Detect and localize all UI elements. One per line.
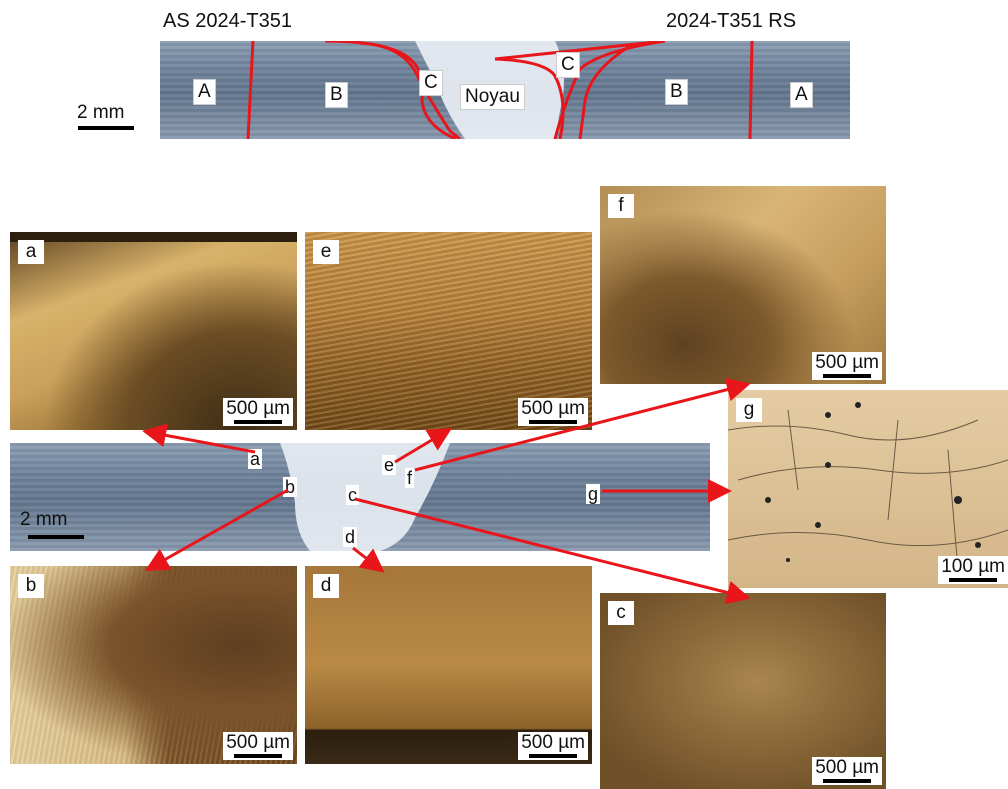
panel-label-f: f <box>608 194 634 218</box>
panel-label-b: b <box>18 574 44 598</box>
zone-label-b-left: B <box>325 82 348 108</box>
micrograph-panel-e: e 500 µm <box>305 232 592 430</box>
top-scale-bar <box>78 126 134 130</box>
point-label-g: g <box>586 484 601 504</box>
micrograph-panel-a: a 500 µm <box>10 232 297 430</box>
point-label-d: d <box>343 527 358 547</box>
panel-label-c: c <box>608 601 634 625</box>
zone-label-c-left: C <box>419 70 443 96</box>
zone-label-a-right: A <box>790 82 813 108</box>
header-retreating-side: 2024-T351 RS <box>666 10 797 32</box>
top-scale-label: 2 mm <box>77 102 125 123</box>
weld-cross-section-middle <box>10 443 710 551</box>
panel-label-g: g <box>736 398 762 422</box>
scale-box-f: 500 µm <box>812 352 882 380</box>
scale-box-a: 500 µm <box>223 398 293 426</box>
zone-label-a-left: A <box>193 79 216 105</box>
scale-box-g: 100 µm <box>938 556 1008 584</box>
micrograph-panel-f: f 500 µm <box>600 186 886 384</box>
panel-label-d: d <box>313 574 339 598</box>
micrograph-panel-c: c 500 µm <box>600 593 886 789</box>
nugget-shape <box>280 443 450 551</box>
grain-boundaries <box>728 402 1008 571</box>
point-label-a: a <box>248 449 263 469</box>
middle-scale-label: 2 mm <box>20 509 68 530</box>
zone-label-c-right: C <box>556 52 580 78</box>
scale-box-e: 500 µm <box>518 398 588 426</box>
panel-label-e: e <box>313 240 339 264</box>
point-label-f: f <box>405 468 415 488</box>
scale-box-d: 500 µm <box>518 732 588 760</box>
micrograph-panel-b: b 500 µm <box>10 566 297 764</box>
micrograph-panel-d: d 500 µm <box>305 566 592 764</box>
header-advancing-side: AS 2024-T351 <box>163 10 292 32</box>
zone-label-core: Noyau <box>460 84 525 110</box>
middle-scale-bar <box>28 535 84 539</box>
scale-box-b: 500 µm <box>223 732 293 760</box>
point-label-c: c <box>346 485 359 505</box>
point-label-e: e <box>382 455 397 475</box>
micrograph-panel-g: g 100 µm <box>728 390 1008 588</box>
panel-label-a: a <box>18 240 44 264</box>
scale-box-c: 500 µm <box>812 757 882 785</box>
zone-label-b-right: B <box>665 79 688 105</box>
point-label-b: b <box>283 477 298 497</box>
